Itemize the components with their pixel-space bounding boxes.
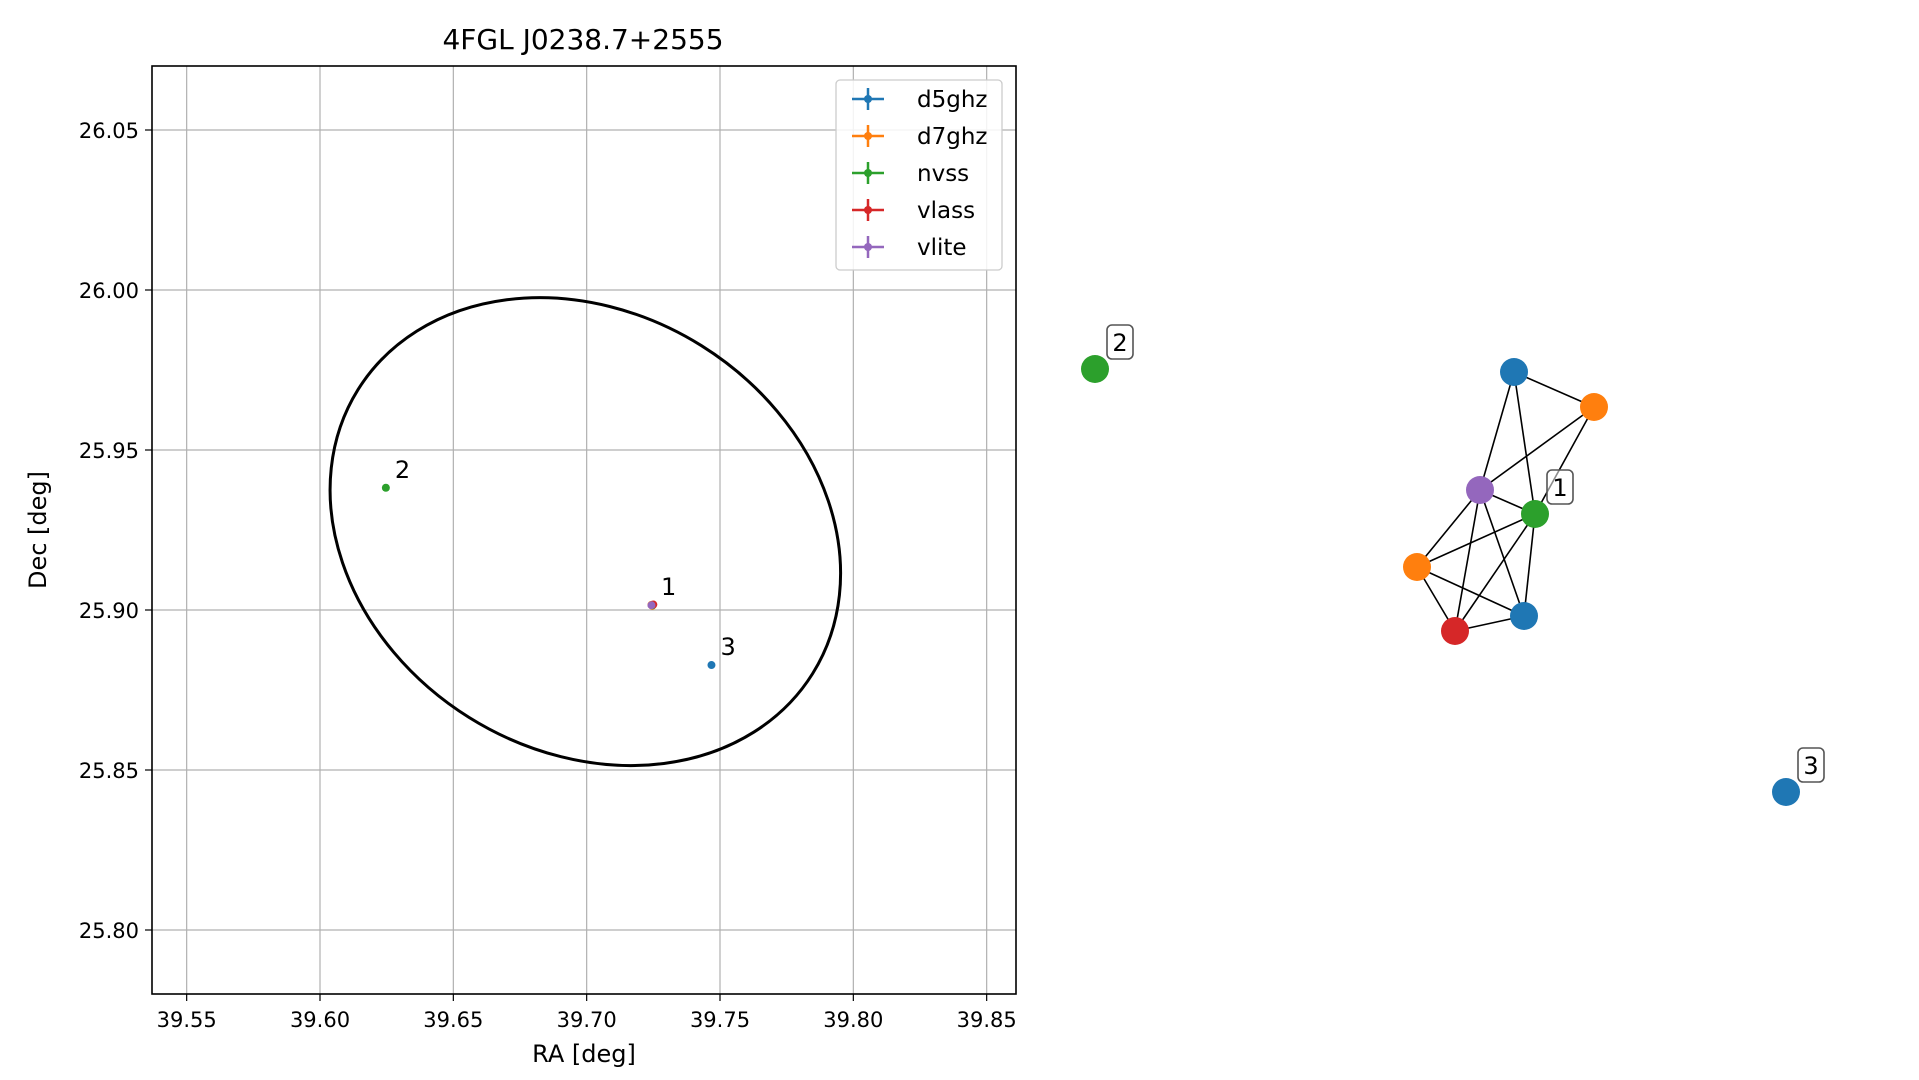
node-d5ghz bbox=[1772, 778, 1800, 806]
network-edge bbox=[1454, 489, 1481, 632]
node-d5ghz bbox=[1510, 602, 1538, 630]
network-edge bbox=[1454, 513, 1536, 632]
network-edge bbox=[1416, 489, 1481, 568]
x-ticks: 39.55 39.60 39.65 39.70 39.75 39.80 39.85 bbox=[157, 994, 1017, 1032]
legend-marker-dot bbox=[864, 206, 872, 214]
source-label-3: 3 bbox=[720, 633, 735, 661]
legend-marker-dot bbox=[864, 169, 872, 177]
network-label-box bbox=[1106, 324, 1134, 360]
node-vlass bbox=[1441, 617, 1469, 645]
legend-label: vlite bbox=[917, 235, 967, 261]
chart-title: 4FGL J0238.7+2555 bbox=[442, 23, 723, 56]
legend-marker-dot bbox=[864, 243, 872, 251]
plot-frame bbox=[151, 65, 1017, 995]
x-tick-label: 39.85 bbox=[957, 1008, 1017, 1032]
network-label-3: 3 bbox=[1797, 747, 1825, 783]
network-edge bbox=[1523, 513, 1536, 617]
legend-label: d5ghz bbox=[917, 87, 987, 113]
y-ticks: 25.80 25.85 25.90 25.95 26.00 26.05 bbox=[79, 119, 152, 943]
legend-entry-d5ghz: d5ghz bbox=[852, 87, 987, 113]
node-nvss bbox=[1521, 500, 1549, 528]
legend-entry-d7ghz: d7ghz bbox=[852, 124, 987, 150]
legend-label: nvss bbox=[917, 161, 969, 187]
legend-label: d7ghz bbox=[917, 124, 987, 150]
legend: d5ghz d7ghz nvss vlass vlite bbox=[835, 79, 1003, 271]
node-d7ghz bbox=[1580, 393, 1608, 421]
vlite-point bbox=[647, 601, 656, 610]
d5ghz-point bbox=[707, 661, 716, 670]
x-tick-label: 39.70 bbox=[557, 1008, 617, 1032]
localization-ellipse bbox=[328, 296, 843, 768]
network-label-text: 3 bbox=[1803, 752, 1818, 780]
node-d5ghz bbox=[1500, 358, 1528, 386]
network-nodes bbox=[1081, 355, 1800, 806]
network-edge bbox=[1416, 566, 1525, 617]
nvss-point bbox=[381, 483, 390, 492]
network-labels: 2 1 3 bbox=[1106, 324, 1825, 783]
data-points bbox=[381, 483, 716, 670]
y-tick-label: 25.85 bbox=[79, 759, 139, 783]
x-tick-label: 39.60 bbox=[290, 1008, 350, 1032]
x-axis-label: RA [deg] bbox=[532, 1040, 636, 1068]
network-edge bbox=[1479, 406, 1595, 491]
network-edge bbox=[1534, 406, 1595, 515]
network-label-box bbox=[1797, 747, 1825, 783]
source-labels: 1 2 3 bbox=[395, 456, 736, 661]
source-label-2: 2 bbox=[395, 456, 410, 484]
network-edge bbox=[1479, 371, 1515, 491]
legend-label: vlass bbox=[917, 198, 975, 224]
network-label-text: 1 bbox=[1552, 474, 1567, 502]
x-tick-label: 39.55 bbox=[157, 1008, 217, 1032]
legend-entry-vlite: vlite bbox=[852, 235, 967, 261]
legend-marker-dot bbox=[864, 95, 872, 103]
association-network: 2 1 3 bbox=[1081, 324, 1825, 806]
y-tick-label: 26.05 bbox=[79, 119, 139, 143]
x-tick-label: 39.75 bbox=[690, 1008, 750, 1032]
network-edge bbox=[1416, 513, 1536, 568]
y-tick-label: 26.00 bbox=[79, 279, 139, 303]
legend-box bbox=[835, 79, 1003, 271]
source-label-1: 1 bbox=[661, 573, 676, 601]
node-nvss bbox=[1081, 355, 1109, 383]
network-label-text: 2 bbox=[1112, 329, 1127, 357]
y-tick-label: 25.90 bbox=[79, 599, 139, 623]
node-d7ghz bbox=[1403, 553, 1431, 581]
network-label-2: 2 bbox=[1106, 324, 1134, 360]
network-edge bbox=[1479, 489, 1525, 617]
network-edge bbox=[1513, 371, 1536, 515]
legend-entry-nvss: nvss bbox=[852, 161, 969, 187]
node-vlite bbox=[1466, 476, 1494, 504]
network-label-box bbox=[1546, 469, 1574, 505]
localization-ellipse-layer bbox=[328, 296, 843, 768]
sky-position-chart: 4FGL J0238.7+2555 123 39.55 39.60 39.65 39.… bbox=[24, 23, 1017, 1068]
network-label-1: 1 bbox=[1546, 469, 1574, 505]
x-tick-label: 39.80 bbox=[823, 1008, 883, 1032]
x-tick-label: 39.65 bbox=[423, 1008, 483, 1032]
y-axis-label: Dec [deg] bbox=[24, 471, 52, 589]
legend-entry-vlass: vlass bbox=[852, 198, 975, 224]
legend-marker-dot bbox=[864, 132, 872, 140]
y-tick-label: 25.80 bbox=[79, 919, 139, 943]
y-tick-label: 25.95 bbox=[79, 439, 139, 463]
network-edge bbox=[1513, 371, 1595, 408]
